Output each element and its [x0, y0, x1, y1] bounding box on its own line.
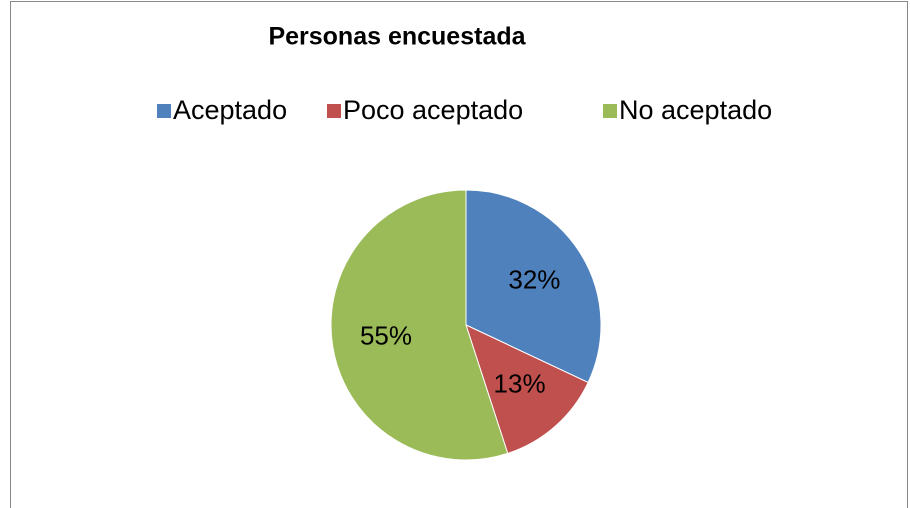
pie-slice — [465, 189, 602, 384]
data-label: 13% — [494, 369, 546, 399]
legend-swatch — [157, 104, 171, 118]
pie-slice — [465, 324, 589, 455]
legend-swatch — [327, 104, 341, 118]
data-label: 32% — [508, 264, 560, 294]
chart-title: Personas encuestada — [268, 23, 526, 51]
data-label: 55% — [360, 321, 412, 351]
legend-swatch — [603, 104, 617, 118]
legend-label: Aceptado — [173, 95, 287, 125]
pie-slice — [330, 189, 509, 461]
legend-label: Poco aceptado — [343, 95, 523, 125]
legend-label: No aceptado — [619, 95, 772, 125]
